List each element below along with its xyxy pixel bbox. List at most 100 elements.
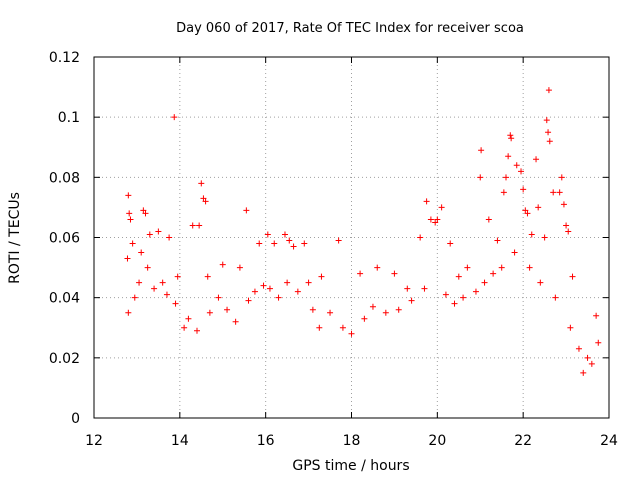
data-point [327, 309, 334, 316]
data-point [294, 288, 301, 295]
data-point [537, 279, 544, 286]
grid [94, 57, 609, 418]
data-point [423, 198, 430, 205]
data-point [335, 237, 342, 244]
data-point [588, 360, 595, 367]
data-point [301, 240, 308, 247]
data-point [485, 216, 492, 223]
data-point [464, 264, 471, 271]
data-point [481, 279, 488, 286]
data-point [526, 264, 533, 271]
data-point [174, 273, 181, 280]
data-point [125, 309, 132, 316]
data-point [545, 129, 552, 136]
data-point [138, 249, 145, 256]
data-point [206, 309, 213, 316]
data-point [266, 285, 273, 292]
y-tick-label: 0.1 [58, 110, 80, 126]
data-point [243, 207, 250, 214]
data-point [558, 174, 565, 181]
data-point [290, 243, 297, 250]
data-point [417, 234, 424, 241]
y-tick-label: 0.02 [49, 351, 80, 367]
data-point [374, 264, 381, 271]
data-point [127, 216, 134, 223]
data-point [284, 279, 291, 286]
data-point [593, 312, 600, 319]
data-point [447, 240, 454, 247]
x-tick-label: 22 [514, 433, 532, 449]
data-point [560, 201, 567, 208]
data-point [172, 300, 179, 307]
data-point [382, 309, 389, 316]
data-point [124, 255, 131, 262]
data-point [472, 288, 479, 295]
data-point [541, 234, 548, 241]
data-point [286, 237, 293, 244]
data-point [518, 168, 525, 175]
data-points [124, 87, 602, 376]
data-point [569, 273, 576, 280]
data-point [427, 216, 434, 223]
data-point [460, 294, 467, 301]
data-point [563, 222, 570, 229]
data-point [146, 231, 153, 238]
data-point [181, 324, 188, 331]
x-axis-label: GPS time / hours [292, 458, 409, 474]
data-point [580, 369, 587, 376]
data-point [550, 189, 557, 196]
data-point [260, 282, 267, 289]
data-point [357, 270, 364, 277]
data-point [567, 324, 574, 331]
data-point [543, 117, 550, 124]
data-point [513, 162, 520, 169]
data-point [575, 345, 582, 352]
x-tick-label: 16 [257, 433, 275, 449]
data-point [595, 339, 602, 346]
data-point [556, 189, 563, 196]
y-tick-label: 0.04 [49, 291, 80, 307]
data-point [584, 354, 591, 361]
data-point [545, 87, 552, 94]
data-point [438, 204, 445, 211]
y-tick-label: 0 [71, 411, 80, 427]
x-tick-label: 18 [343, 433, 361, 449]
data-point [434, 216, 441, 223]
data-point [455, 273, 462, 280]
data-point [131, 294, 138, 301]
data-point [318, 273, 325, 280]
x-tick-label: 24 [600, 433, 618, 449]
data-point [236, 264, 243, 271]
data-point [432, 219, 439, 226]
data-point [421, 285, 428, 292]
data-point [189, 222, 196, 229]
data-point [522, 207, 529, 214]
data-point [264, 231, 271, 238]
data-point [528, 231, 535, 238]
data-point [136, 279, 143, 286]
data-point [140, 207, 147, 214]
data-point [503, 174, 509, 181]
axis-ticks [93, 56, 610, 419]
data-point [129, 240, 136, 247]
data-point [215, 294, 222, 301]
data-point [477, 174, 484, 181]
data-point [144, 264, 151, 271]
data-point [204, 273, 211, 280]
data-point [533, 156, 540, 163]
data-point [126, 210, 133, 217]
data-point [369, 303, 376, 310]
data-point [281, 231, 288, 238]
chart-title: Day 060 of 2017, Rate Of TEC Index for r… [176, 21, 524, 36]
data-point [151, 285, 158, 292]
data-point [163, 291, 170, 298]
data-point [490, 270, 497, 277]
data-point [348, 330, 355, 337]
data-point [451, 300, 458, 307]
data-point [478, 147, 485, 154]
data-point [224, 306, 231, 313]
data-point [185, 315, 192, 322]
data-point [198, 180, 205, 187]
data-point [404, 285, 411, 292]
